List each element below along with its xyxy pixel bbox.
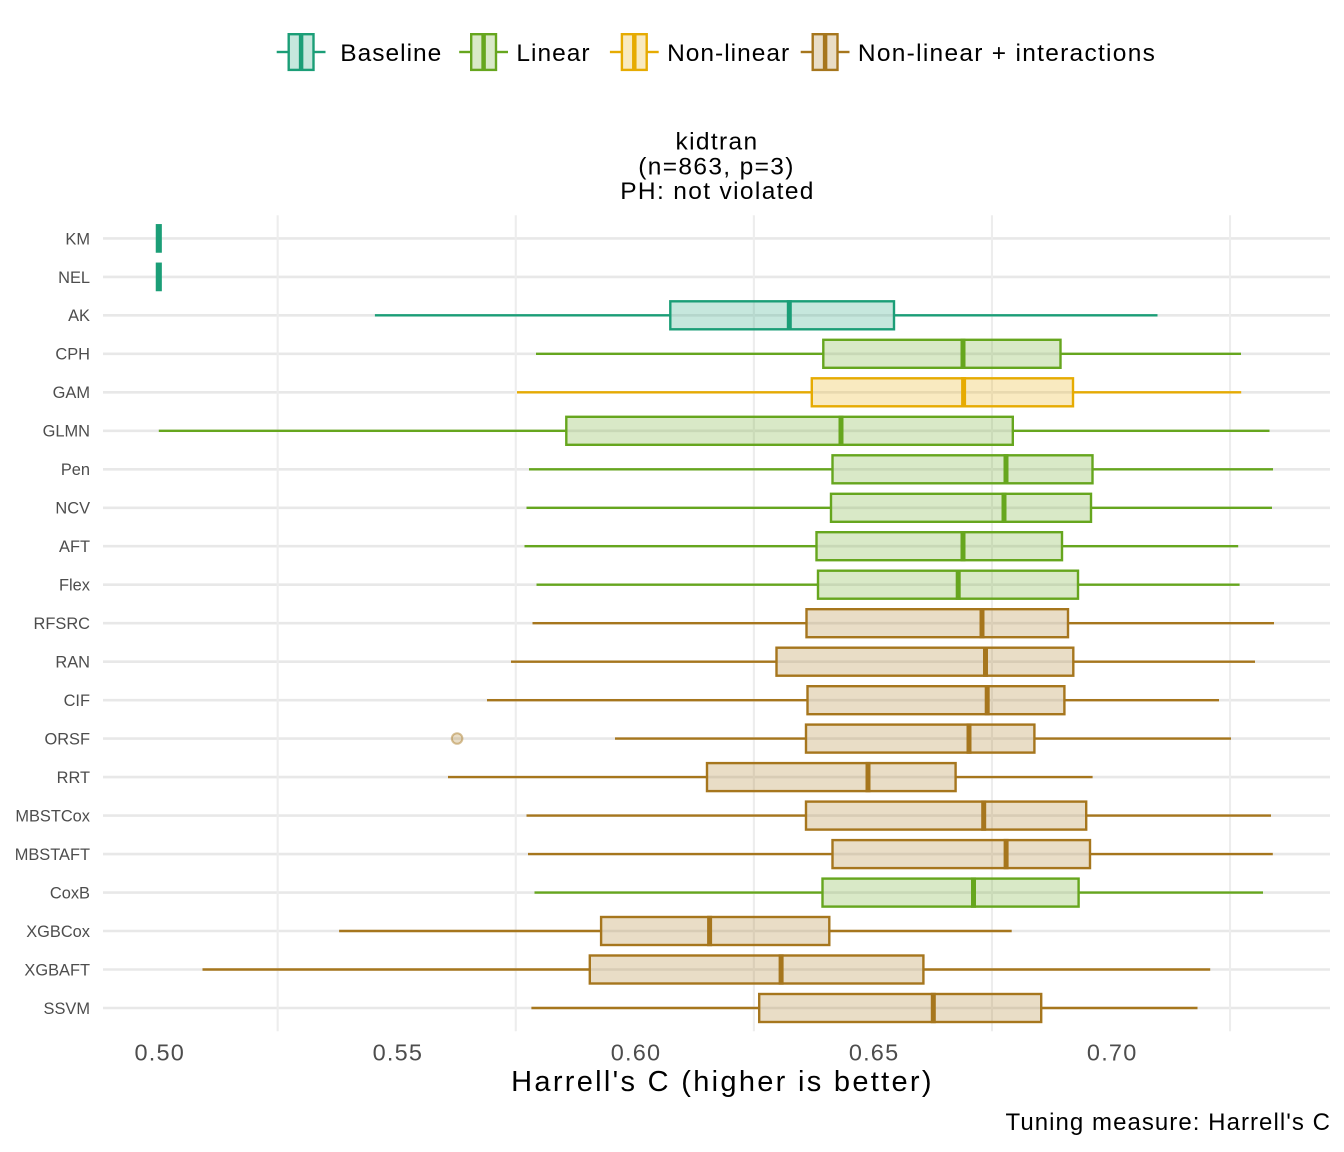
svg-text:RRT: RRT <box>57 769 90 787</box>
svg-text:0.70: 0.70 <box>1087 1040 1138 1066</box>
svg-text:CoxB: CoxB <box>50 885 90 903</box>
svg-text:GLMN: GLMN <box>43 423 90 441</box>
svg-text:SSVM: SSVM <box>44 1000 90 1018</box>
svg-text:KM: KM <box>65 230 90 248</box>
svg-text:Baseline: Baseline <box>340 40 442 67</box>
svg-text:Flex: Flex <box>59 577 91 595</box>
svg-text:RAN: RAN <box>55 654 90 672</box>
svg-text:MBSTCox: MBSTCox <box>15 808 90 826</box>
svg-text:AFT: AFT <box>59 538 90 556</box>
svg-text:Non-linear + interactions: Non-linear + interactions <box>858 40 1156 67</box>
svg-text:NCV: NCV <box>55 500 90 518</box>
svg-text:CIF: CIF <box>64 692 90 710</box>
svg-text:AK: AK <box>68 307 90 325</box>
svg-text:kidtran: kidtran <box>676 129 759 156</box>
svg-text:Tuning measure: Harrell's C: Tuning measure: Harrell's C <box>1006 1109 1331 1136</box>
svg-text:NEL: NEL <box>58 269 90 287</box>
svg-text:Linear: Linear <box>516 40 590 67</box>
svg-text:XGBAFT: XGBAFT <box>24 961 90 979</box>
svg-text:0.50: 0.50 <box>135 1040 186 1066</box>
svg-text:(n=863, p=3): (n=863, p=3) <box>638 154 795 181</box>
svg-text:GAM: GAM <box>53 384 90 402</box>
svg-text:Harrell's C (higher is better): Harrell's C (higher is better) <box>511 1066 934 1098</box>
svg-text:ORSF: ORSF <box>44 731 90 749</box>
svg-text:CPH: CPH <box>55 346 90 364</box>
svg-text:0.55: 0.55 <box>373 1040 424 1066</box>
svg-text:0.60: 0.60 <box>611 1040 662 1066</box>
svg-text:Pen: Pen <box>61 461 90 479</box>
svg-text:MBSTAFT: MBSTAFT <box>15 846 90 864</box>
svg-text:0.65: 0.65 <box>849 1040 900 1066</box>
svg-text:Non-linear: Non-linear <box>667 40 790 67</box>
svg-text:XGBCox: XGBCox <box>26 923 91 941</box>
svg-text:RFSRC: RFSRC <box>34 615 91 633</box>
svg-text:PH: not violated: PH: not violated <box>620 178 815 205</box>
